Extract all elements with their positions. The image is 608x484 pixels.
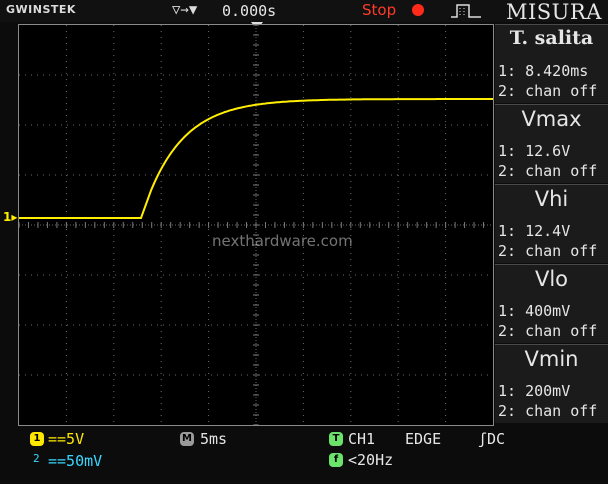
measurement-box[interactable]: Vlo 1: 400mV 2: chan off <box>495 264 608 343</box>
measurement-ch1-value: 1: 12.4V <box>498 222 571 240</box>
timebase-readout: 5ms <box>200 430 228 448</box>
waveform-graticule <box>18 24 494 426</box>
trigger-coupling: ʃDC <box>478 430 506 448</box>
frequency-badge-icon: f <box>329 453 343 467</box>
ch1-waveform-trace <box>19 98 493 219</box>
ch1-badge-icon: 1 <box>30 432 44 446</box>
measurement-title: Vhi <box>534 187 569 211</box>
trigger-position-icon: ▽→▼ <box>172 2 198 18</box>
measurement-ch2-value: 2: chan off <box>498 162 598 180</box>
measurement-box[interactable]: Vmin 1: 200mV 2: chan off <box>495 344 608 423</box>
ch1-ground-marker: 1▸ <box>3 210 18 224</box>
ch2-volts-div: ==50mV <box>48 452 103 470</box>
ch1-volts-div: ==5V <box>48 430 85 448</box>
measurement-ch1-value: 1: 400mV <box>498 302 571 320</box>
measurement-ch1-value: 1: 8.420ms <box>498 62 589 80</box>
rising-edge-trigger-icon <box>451 4 481 18</box>
menu-title: MISURA <box>506 0 602 24</box>
measurement-ch2-value: 2: chan off <box>498 82 598 100</box>
measurement-ch2-value: 2: chan off <box>498 242 598 260</box>
measurement-panel: T. salita 1: 8.420ms 2: chan off Vmax 1: 12.… <box>495 24 608 424</box>
measurement-box[interactable]: Vhi 1: 12.4V 2: chan off <box>495 184 608 263</box>
measurement-title: Vlo <box>534 267 569 291</box>
channel-info-bar: 1 ==5V 2 ==50mV M 5ms T CH1 EDGE ʃDC f <… <box>0 426 608 484</box>
measurement-ch1-value: 1: 12.6V <box>498 142 571 160</box>
status-bar: GWINSTEK ▽→▼ 0.000s Stop MISURA <box>0 0 608 24</box>
measurement-ch1-value: 1: 200mV <box>498 382 571 400</box>
measurement-box[interactable]: Vmax 1: 12.6V 2: chan off <box>495 104 608 183</box>
stop-indicator-icon <box>412 4 424 16</box>
trigger-type: EDGE <box>405 430 442 448</box>
ch2-badge-icon: 2 <box>33 452 40 465</box>
horizontal-position-readout: 0.000s <box>222 2 277 20</box>
watermark: nexthardware.com <box>212 232 353 250</box>
run-status-label: Stop <box>362 1 397 19</box>
measurement-ch2-value: 2: chan off <box>498 402 598 420</box>
frequency-readout: <20Hz <box>348 451 394 469</box>
measurement-box[interactable]: T. salita 1: 8.420ms 2: chan off <box>495 24 608 103</box>
measurement-title: Vmin <box>524 347 579 371</box>
measurement-title: T. salita <box>509 27 594 49</box>
measurement-title: Vmax <box>521 107 582 131</box>
measurement-ch2-value: 2: chan off <box>498 322 598 340</box>
trigger-badge-icon: T <box>329 432 343 446</box>
brand-logo: GWINSTEK <box>6 3 76 16</box>
timebase-badge-icon: M <box>180 432 194 446</box>
trigger-source: CH1 <box>348 430 376 448</box>
graticule-svg <box>19 25 493 425</box>
